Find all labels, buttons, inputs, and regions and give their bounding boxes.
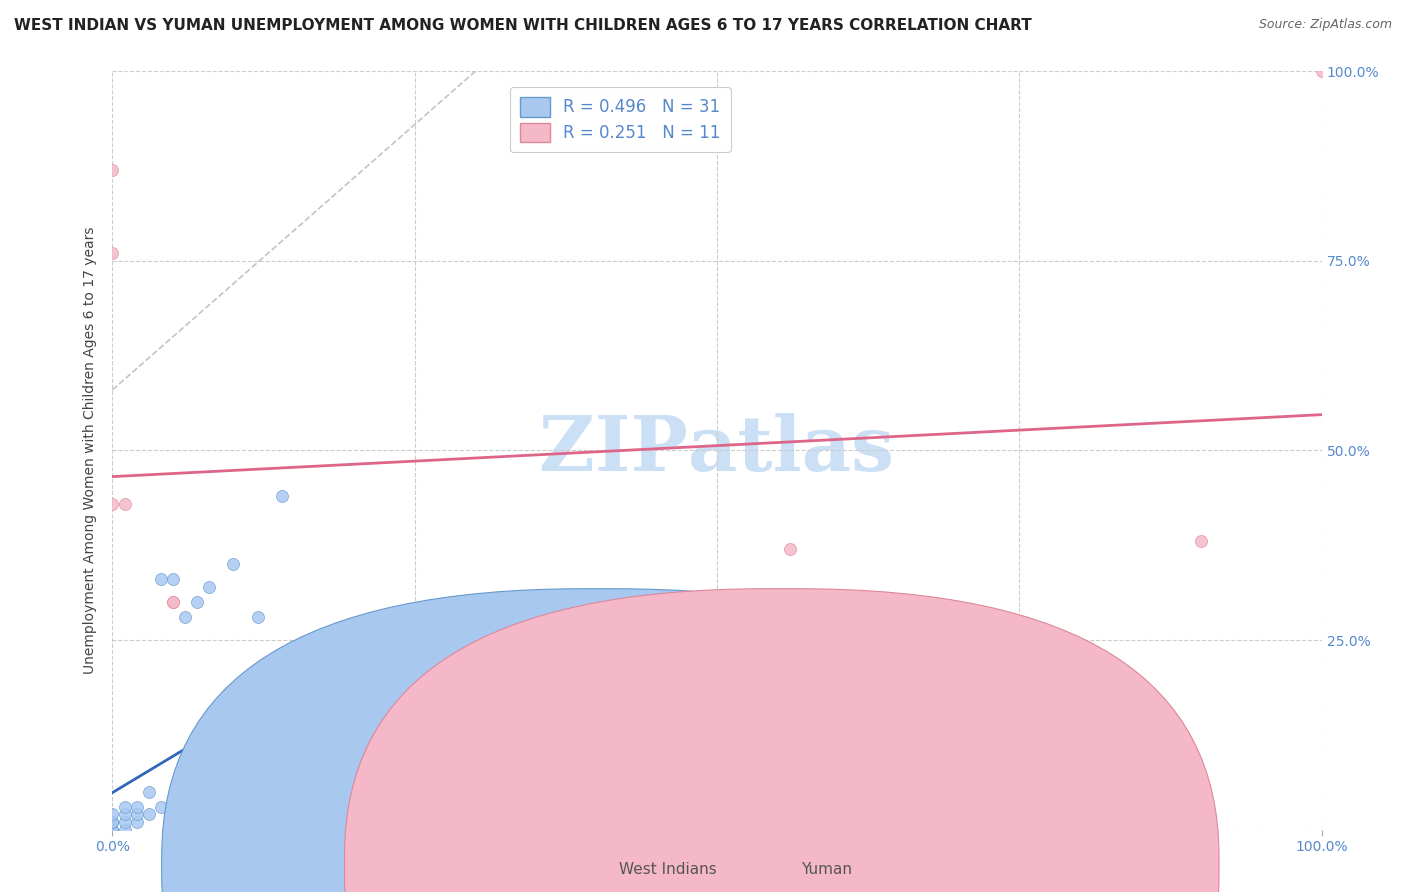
Point	[669, 617, 692, 632]
Point	[222, 557, 245, 572]
Point	[149, 800, 172, 814]
Point	[149, 573, 172, 587]
Point	[125, 807, 148, 822]
Point	[125, 800, 148, 814]
Point	[1310, 64, 1333, 78]
Point	[162, 595, 184, 609]
FancyBboxPatch shape	[344, 589, 1219, 892]
Point	[162, 595, 184, 609]
Point	[222, 792, 245, 806]
Point	[343, 807, 366, 822]
Point	[138, 807, 160, 822]
Point	[246, 822, 269, 837]
Point	[114, 822, 136, 837]
Text: Yuman: Yuman	[801, 863, 852, 877]
Point	[101, 807, 124, 822]
Text: ZIP​atlas: ZIP​atlas	[540, 414, 894, 487]
Point	[186, 595, 208, 609]
Point	[706, 595, 728, 609]
Point	[114, 807, 136, 822]
Point	[319, 747, 342, 761]
Point	[246, 610, 269, 624]
FancyBboxPatch shape	[162, 589, 1036, 892]
Point	[162, 800, 184, 814]
Point	[114, 800, 136, 814]
Point	[101, 815, 124, 830]
Legend: R = 0.496   N = 31, R = 0.251   N = 11: R = 0.496 N = 31, R = 0.251 N = 11	[510, 87, 731, 153]
Point	[101, 246, 124, 260]
Point	[101, 496, 124, 510]
Point	[270, 489, 292, 503]
Text: West Indians: West Indians	[619, 863, 717, 877]
Point	[101, 822, 124, 837]
Point	[246, 785, 269, 799]
Point	[114, 496, 136, 510]
Point	[779, 542, 801, 557]
Point	[101, 822, 124, 837]
Point	[198, 580, 221, 594]
Y-axis label: Unemployment Among Women with Children Ages 6 to 17 years: Unemployment Among Women with Children A…	[83, 227, 97, 674]
Point	[174, 785, 197, 799]
Point	[101, 815, 124, 830]
Point	[174, 610, 197, 624]
Text: WEST INDIAN VS YUMAN UNEMPLOYMENT AMONG WOMEN WITH CHILDREN AGES 6 TO 17 YEARS C: WEST INDIAN VS YUMAN UNEMPLOYMENT AMONG …	[14, 18, 1032, 33]
Point	[138, 785, 160, 799]
Text: Source: ZipAtlas.com: Source: ZipAtlas.com	[1258, 18, 1392, 31]
Point	[1189, 534, 1212, 549]
Point	[101, 163, 124, 178]
Point	[162, 822, 184, 837]
Point	[162, 573, 184, 587]
Point	[125, 815, 148, 830]
Point	[114, 815, 136, 830]
